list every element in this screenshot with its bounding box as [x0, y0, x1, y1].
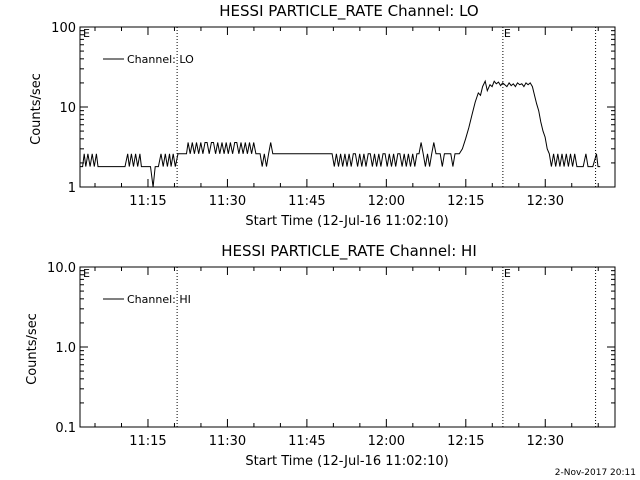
x-axis-label-lo: Start Time (12-Jul-16 11:02:10) [245, 214, 448, 229]
x-tick-label: 12:15 [447, 194, 484, 209]
legend-label-lo: Channel: LO [127, 53, 194, 66]
y-tick-label: 10 [59, 101, 76, 116]
x-tick-label: 11:15 [129, 194, 166, 209]
x-tick-label: 12:30 [527, 434, 564, 449]
y-tick-label: 10.0 [47, 261, 76, 276]
event-markers-lo: E [176, 27, 597, 187]
y-tick-label: 0.1 [55, 421, 76, 436]
x-axis-hi: 11:15 11:30 11:45 12:00 12:15 12:30 [94, 267, 599, 449]
y-tick-label: 1.0 [55, 341, 76, 356]
x-tick-label: 11:30 [209, 194, 246, 209]
generation-timestamp: 2-Nov-2017 20:11 [555, 468, 636, 478]
x-axis-lo: 11:15 11:30 11:45 12:00 12:15 12:30 [94, 27, 599, 209]
event-marker-label: E [504, 27, 511, 40]
corner-marker-lo: E [83, 27, 90, 40]
x-tick-label: 11:45 [288, 434, 325, 449]
x-tick-label: 12:00 [368, 434, 405, 449]
chart-title-lo: HESSI PARTICLE_RATE Channel: LO [219, 2, 478, 21]
series-line-lo [80, 79, 601, 188]
chart-panel-lo: HESSI PARTICLE_RATE Channel: LO 1 10 100 1… [29, 2, 616, 229]
x-axis-label-hi: Start Time (12-Jul-16 11:02:10) [245, 454, 448, 469]
legend-hi: Channel: HI [103, 293, 191, 306]
x-tick-label: 11:45 [288, 194, 325, 209]
x-tick-label: 11:15 [129, 434, 166, 449]
x-tick-label: 12:15 [447, 434, 484, 449]
legend-label-hi: Channel: HI [127, 293, 191, 306]
y-axis-label-lo: Counts/sec [29, 73, 44, 145]
event-markers-hi: E [176, 267, 597, 427]
y-axis-hi: 0.1 1.0 10.0 [47, 261, 615, 436]
chart-title-hi: HESSI PARTICLE_RATE Channel: HI [221, 242, 477, 261]
x-tick-label: 11:30 [209, 434, 246, 449]
x-tick-label: 12:30 [527, 194, 564, 209]
y-axis-lo: 1 10 100 [51, 21, 615, 196]
y-axis-label-hi: Counts/sec [25, 313, 40, 385]
plot-frame-hi [79, 266, 616, 428]
x-tick-label: 12:00 [368, 194, 405, 209]
y-tick-label: 1 [68, 181, 76, 196]
corner-marker-hi: E [83, 267, 90, 280]
chart-panel-hi: HESSI PARTICLE_RATE Channel: HI 0.1 1.0 10… [25, 242, 616, 469]
event-marker-label: E [504, 267, 511, 280]
y-tick-label: 100 [51, 21, 76, 36]
legend-lo: Channel: LO [103, 53, 194, 66]
